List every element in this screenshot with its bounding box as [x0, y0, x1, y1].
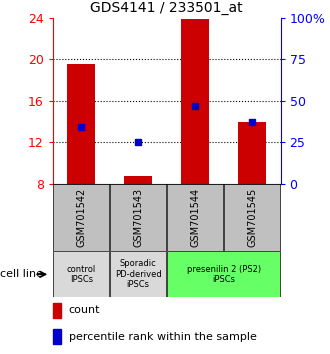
Bar: [110, 184, 166, 251]
Bar: [53, 329, 61, 344]
Bar: [67, 64, 95, 184]
Text: control
IPSCs: control IPSCs: [67, 265, 96, 284]
Bar: [181, 19, 209, 184]
Title: GDS4141 / 233501_at: GDS4141 / 233501_at: [90, 1, 243, 15]
Text: count: count: [69, 305, 100, 315]
Bar: [124, 176, 152, 184]
Bar: [53, 251, 109, 297]
Bar: [53, 303, 61, 318]
Bar: [224, 184, 280, 251]
Text: percentile rank within the sample: percentile rank within the sample: [69, 332, 257, 342]
Text: cell line: cell line: [0, 269, 43, 279]
Text: GSM701542: GSM701542: [76, 188, 86, 247]
Bar: [167, 251, 280, 297]
Bar: [238, 122, 266, 184]
Text: GSM701544: GSM701544: [190, 188, 200, 247]
Bar: [167, 184, 223, 251]
Text: GSM701543: GSM701543: [133, 188, 143, 247]
Text: presenilin 2 (PS2)
iPSCs: presenilin 2 (PS2) iPSCs: [186, 265, 261, 284]
Bar: [53, 184, 109, 251]
Bar: [110, 251, 166, 297]
Text: Sporadic
PD-derived
iPSCs: Sporadic PD-derived iPSCs: [115, 259, 162, 289]
Text: GSM701545: GSM701545: [247, 188, 257, 247]
